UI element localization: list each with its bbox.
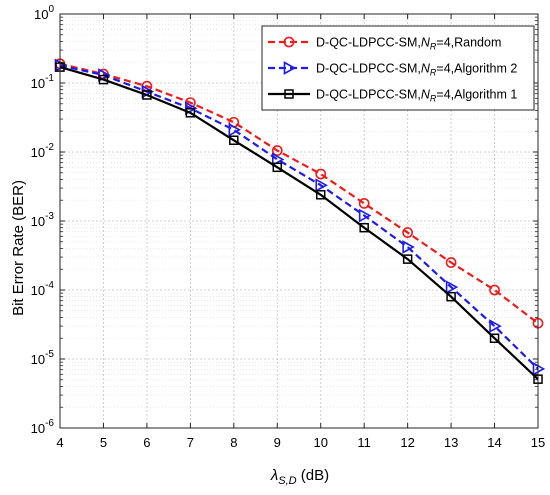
x-tick-label: 15 [531, 435, 545, 450]
legend-label: D-QC-LDPCC-SM,NR=4,Random [316, 36, 501, 52]
y-tick-label: 10-5 [31, 349, 55, 367]
legend-item: D-QC-LDPCC-SM,NR=4,Algorithm 1 [268, 88, 517, 104]
data-point [358, 208, 372, 223]
x-tick-label: 13 [444, 435, 458, 450]
data-point [271, 145, 283, 156]
x-axis-label: λS,D (dB) [270, 467, 329, 487]
series-line [59, 66, 539, 381]
x-tick-label: 10 [313, 435, 327, 450]
tick-labels: 4 5 6 7 8 9 10 11 12 13 14 15 100 10-1 10-2 10-3 10-4 10-… [31, 4, 546, 450]
legend-marker [283, 36, 295, 48]
series-line [59, 62, 539, 325]
legend-marker [283, 61, 297, 75]
data-point [402, 254, 413, 264]
x-tick-label: 5 [100, 435, 107, 450]
y-tick-label: 10-3 [31, 211, 55, 229]
x-tick-label: 11 [357, 435, 371, 450]
y-tick-label: 100 [34, 4, 54, 22]
y-axis-label: Bit Error Rate (BER) [10, 180, 27, 316]
data-point [315, 190, 326, 200]
data-point [359, 222, 369, 233]
series-3 [55, 62, 543, 384]
data-point [315, 168, 327, 180]
data-point [98, 74, 109, 85]
legend-label: D-QC-LDPCC-SM,NR=4,Algorithm 2 [316, 62, 517, 78]
x-tick-label: 14 [487, 435, 501, 450]
x-axis-label-unit: (dB) [297, 467, 330, 484]
y-tick-label: 10-6 [31, 418, 55, 436]
data-point [489, 333, 500, 343]
legend-label: D-QC-LDPCC-SM,NR=4,Algorithm 1 [316, 88, 517, 104]
y-tick-label: 10-1 [31, 73, 55, 91]
x-tick-label: 4 [56, 435, 63, 450]
legend: D-QC-LDPCC-SM,NR=4,Random D-QC-LDPCC-SM,N… [261, 25, 535, 111]
data-point [489, 284, 500, 296]
axes [59, 13, 539, 429]
x-tick-label: 9 [274, 435, 281, 450]
data-point [402, 227, 414, 238]
data-point [402, 240, 415, 254]
data-point [489, 319, 502, 333]
data-point [228, 122, 241, 137]
x-axis-label-symbol: λ [270, 467, 278, 484]
data-point [446, 291, 456, 302]
x-tick-label: 7 [187, 435, 194, 450]
data-point [358, 197, 370, 209]
x-tick-label: 6 [143, 435, 150, 450]
data-point [445, 280, 459, 294]
data-point [445, 257, 457, 268]
legend-item: D-QC-LDPCC-SM,NR=4,Algorithm 2 [268, 61, 517, 78]
data-point [229, 135, 239, 146]
legend-marker [284, 89, 294, 99]
x-axis-label-subscript: S,D [278, 475, 296, 487]
legend-item: D-QC-LDPCC-SM,NR=4,Random [268, 36, 501, 52]
data-point [142, 90, 152, 100]
y-tick-label: 10-4 [31, 280, 55, 298]
y-tick-label: 10-2 [31, 142, 55, 160]
data-point [272, 162, 283, 173]
x-tick-label: 12 [400, 435, 414, 450]
data-point [315, 178, 328, 193]
data-point [185, 108, 196, 118]
series-line [59, 64, 539, 370]
x-tick-label: 8 [230, 435, 237, 450]
data-point [271, 152, 285, 167]
